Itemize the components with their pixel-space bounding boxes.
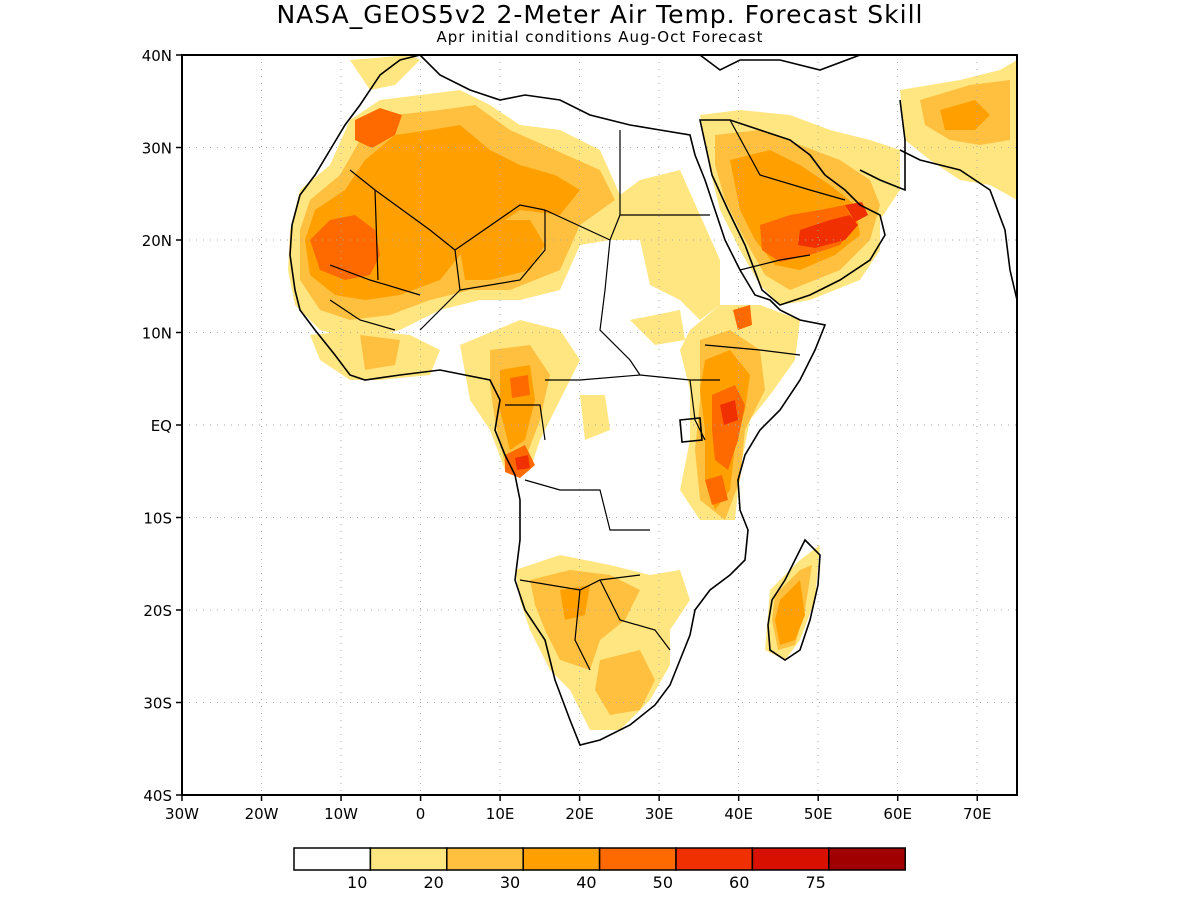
colorbar-swatch [293, 847, 372, 871]
y-tick-label: 30N [142, 140, 172, 158]
colorbar-label: 75 [805, 873, 825, 892]
lat-lon-grid [182, 55, 1017, 795]
skill-shading [288, 55, 1017, 730]
x-tick-label: 50E [804, 805, 833, 823]
y-tick-label: 40N [142, 47, 172, 65]
colorbar-label: 40 [576, 873, 596, 892]
colorbar-label: 20 [423, 873, 443, 892]
colorbar-swatch [828, 847, 906, 871]
y-tick-label: 40S [143, 787, 172, 805]
x-tick-label: 30W [165, 805, 199, 823]
x-tick-label: 20E [565, 805, 594, 823]
colorbar-swatch [751, 847, 830, 871]
coastlines [289, 55, 1017, 746]
x-tick-label: 20W [245, 805, 279, 823]
y-tick-label: EQ [151, 417, 172, 435]
x-tick-label: 10W [324, 805, 358, 823]
colorbar-swatch [369, 847, 448, 871]
colorbar-swatch [675, 847, 754, 871]
colorbar-label: 60 [729, 873, 749, 892]
y-tick-label: 10N [142, 325, 172, 343]
map-title: NASA_GEOS5v2 2-Meter Air Temp. Forecast … [276, 0, 924, 29]
colorbar-label: 50 [653, 873, 673, 892]
x-tick-label: 10E [486, 805, 515, 823]
x-tick-label: 30E [645, 805, 674, 823]
colorbar-swatch [446, 847, 524, 871]
colorbar-swatch [522, 847, 601, 871]
y-axis: 40N 30N 20N 10N EQ 10S 20S 30S 40S [142, 47, 182, 805]
y-tick-label: 20S [143, 602, 172, 620]
colorbar-swatch [598, 847, 677, 871]
y-tick-label: 30S [143, 695, 172, 713]
colorbar: 10 20 30 40 50 60 75 [293, 847, 906, 892]
x-axis: 30W 20W 10W 0 10E 20E 30E 40E 50E 60E 70E [165, 795, 992, 823]
x-tick-label: 40E [724, 805, 753, 823]
colorbar-label: 10 [347, 873, 367, 892]
colorbar-label: 30 [500, 873, 520, 892]
x-tick-label: 70E [963, 805, 992, 823]
y-tick-label: 10S [143, 510, 172, 528]
x-tick-label: 60E [883, 805, 912, 823]
y-tick-label: 20N [142, 232, 172, 250]
map-subtitle: Apr initial conditions Aug-Oct Forecast [436, 28, 764, 46]
country-borders [329, 119, 846, 671]
x-tick-label: 0 [416, 805, 426, 823]
skill-level-40-50 [310, 108, 855, 505]
